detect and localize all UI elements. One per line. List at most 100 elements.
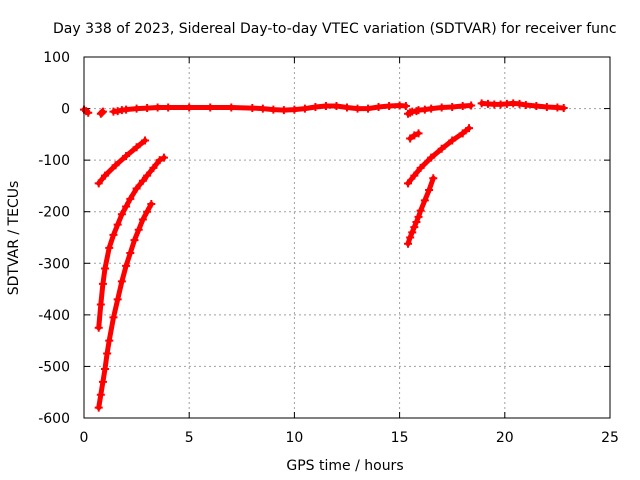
data-point <box>84 108 93 117</box>
data-point <box>437 144 446 153</box>
x-tick-label: 10 <box>285 430 303 446</box>
data-point <box>416 206 425 215</box>
data-point <box>467 101 476 110</box>
y-tick-label: -100 <box>38 153 70 169</box>
data-point <box>149 163 158 172</box>
data-series <box>109 101 410 116</box>
data-point <box>427 104 436 113</box>
y-tick-label: -500 <box>38 359 70 375</box>
data-point <box>153 103 162 112</box>
data-point <box>126 194 135 203</box>
data-point <box>141 136 150 145</box>
data-point <box>515 99 524 108</box>
data-point <box>425 186 434 195</box>
data-point <box>269 105 278 114</box>
data-point <box>458 129 467 138</box>
data-point <box>122 105 131 114</box>
data-point <box>134 225 143 234</box>
data-series <box>404 124 474 188</box>
data-series <box>406 129 423 143</box>
x-tick-label: 0 <box>80 430 89 446</box>
data-series <box>404 174 438 248</box>
y-axis-label: SDTVAR / TECUs <box>6 181 22 296</box>
data-point <box>401 101 410 110</box>
y-tick-label: -600 <box>38 411 70 427</box>
y-tick-label: -200 <box>38 205 70 221</box>
data-point <box>97 108 106 117</box>
y-tick-label: -400 <box>38 308 70 324</box>
data-point <box>126 248 135 257</box>
data-point <box>332 101 341 110</box>
series-trace <box>405 125 472 186</box>
plot-frame <box>83 56 611 419</box>
data-point <box>94 403 103 412</box>
data-point <box>410 223 419 232</box>
data-point <box>414 129 423 138</box>
x-tick-label: 20 <box>496 430 514 446</box>
data-point <box>105 243 114 252</box>
data-point <box>130 236 139 245</box>
data-series <box>80 105 93 117</box>
data-point <box>532 101 541 110</box>
data-point <box>321 101 330 110</box>
data-point <box>117 277 126 286</box>
data-point <box>248 104 257 113</box>
data-point <box>385 101 394 110</box>
data-point <box>420 196 429 205</box>
data-point <box>101 171 110 180</box>
data-point <box>559 104 568 113</box>
data-point <box>353 104 362 113</box>
data-point <box>448 103 457 112</box>
data-point <box>185 103 194 112</box>
y-tick-label: 100 <box>43 50 70 66</box>
data-series <box>414 101 476 115</box>
data-point <box>109 230 118 239</box>
data-point <box>406 134 415 143</box>
data-point <box>290 105 299 114</box>
data-point <box>143 104 152 113</box>
data-point <box>132 184 141 193</box>
data-point <box>98 377 107 386</box>
data-point <box>279 106 288 115</box>
data-point <box>143 171 152 180</box>
data-point <box>410 131 419 140</box>
x-tick-label: 5 <box>185 430 194 446</box>
tick-labels: 0 5 10 15 20 25 100 0 -100 -200 -300 -400 -500 -600 <box>38 50 619 446</box>
data-series <box>94 136 150 188</box>
data-point <box>448 136 457 145</box>
y-tick-label: -300 <box>38 256 70 272</box>
data-point <box>111 161 120 170</box>
data-point <box>542 103 551 112</box>
data-point <box>437 103 446 112</box>
data-point <box>122 202 131 211</box>
grid <box>83 56 611 419</box>
x-tick-label: 15 <box>391 430 409 446</box>
data-series <box>477 99 568 113</box>
data-series <box>96 107 107 118</box>
data-point <box>113 107 122 116</box>
data-point <box>408 228 417 237</box>
data-point <box>101 264 110 273</box>
data-point <box>117 210 126 219</box>
data-point <box>109 313 118 322</box>
x-axis-label: GPS time / hours <box>286 458 403 474</box>
data-point <box>420 105 429 114</box>
data-point <box>343 103 351 112</box>
data-point <box>113 295 122 304</box>
data-point <box>465 124 474 133</box>
data-point <box>96 390 105 399</box>
data-point <box>458 101 467 110</box>
data-point <box>132 104 141 113</box>
data-point <box>98 279 107 288</box>
data-point <box>103 349 112 358</box>
x-tick-label: 25 <box>601 430 619 446</box>
data-point <box>164 103 173 112</box>
data-point <box>122 261 131 270</box>
data-point <box>159 153 168 162</box>
data-point <box>364 104 373 113</box>
data-point <box>138 215 147 224</box>
data-point <box>227 103 236 112</box>
chart-title: Day 338 of 2023, Sidereal Day-to-day VTE… <box>53 21 617 37</box>
data-point <box>429 174 438 183</box>
data-point <box>300 104 309 113</box>
